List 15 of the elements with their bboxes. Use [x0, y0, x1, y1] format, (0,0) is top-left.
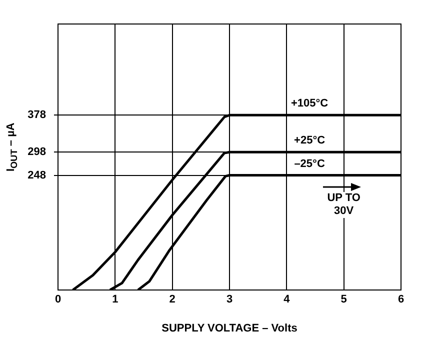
x-tick-label: 4	[284, 294, 291, 306]
annotation: UP TO 30V	[314, 192, 374, 218]
x-tick-label: 3	[226, 294, 233, 306]
x-tick-label: 1	[112, 294, 118, 306]
x-tick-label: 5	[340, 294, 347, 306]
y-tick-label: 378	[28, 109, 46, 122]
y-tick-label: 298	[28, 146, 46, 158]
y-tick-label: 248	[28, 169, 46, 182]
x-tick-label: 6	[398, 294, 404, 306]
x-axis-title: SUPPLY VOLTAGE – Volts	[162, 322, 298, 334]
x-tick-label: 0	[54, 294, 62, 306]
x-tick-label: 2	[169, 294, 176, 306]
series-label: –25°C	[294, 158, 325, 170]
series-label: +25°C	[294, 134, 326, 147]
series-label: +105°C	[290, 98, 328, 110]
